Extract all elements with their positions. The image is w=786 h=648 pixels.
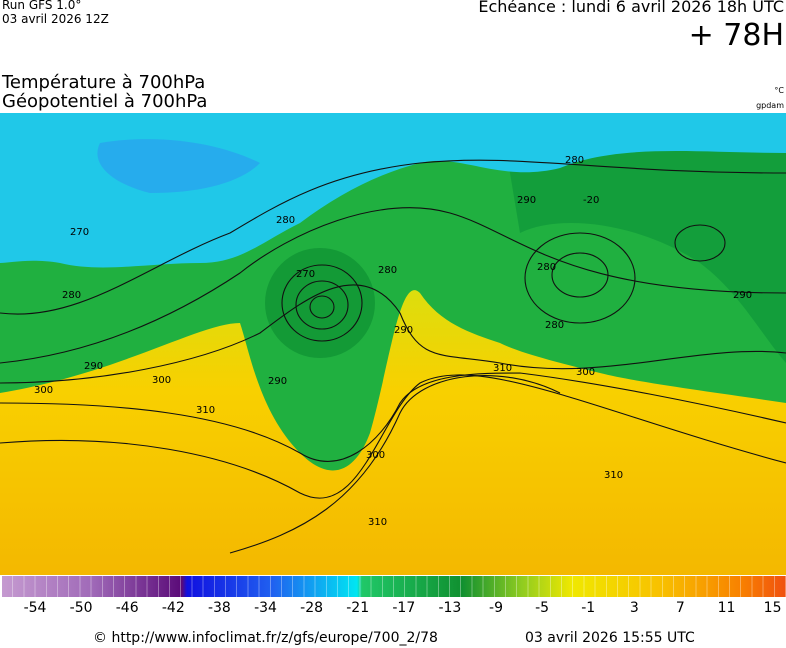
contour-label: 290 (268, 376, 287, 387)
colorbar-label: 11 (717, 600, 736, 616)
colorbar-label: -38 (207, 600, 231, 616)
contour-label: 270 (70, 227, 89, 238)
title-geopotential: Géopotentiel à 700hPa (2, 91, 208, 112)
unit-geopotential: gpdam (756, 101, 784, 110)
contour-label: 300 (152, 375, 171, 386)
contour-label: 280 (537, 262, 556, 273)
run-date: 03 avril 2026 12Z (2, 12, 109, 26)
cold-core-east (500, 113, 786, 363)
colorbar-label: -5 (535, 600, 550, 616)
lead-time: + 78H (688, 18, 784, 53)
colorbar-label: -28 (300, 600, 324, 616)
colorbar-label: -1 (581, 600, 596, 616)
colorbar-label: -13 (438, 600, 462, 616)
contour-label: 280 (565, 155, 584, 166)
contour-label: 290 (517, 195, 536, 206)
colorbar-label: 7 (675, 600, 685, 616)
colorbar-label: 3 (629, 600, 639, 616)
colorbar-label: -34 (254, 600, 277, 616)
colorbar-label: 15 (763, 600, 782, 616)
contours (0, 159, 786, 554)
contour-label: 280 (62, 290, 81, 301)
colorbar-label: -54 (23, 600, 47, 616)
contour-label: 300 (34, 385, 53, 396)
colorbar-label: -42 (161, 600, 185, 616)
colorbar (2, 576, 786, 597)
colorbar-labels: -54 -50 -46 -42 -38 -34 -28 -21 -17 -13 -9 -5 -1 3 7 11… (0, 600, 786, 618)
contour-label: 310 (196, 405, 215, 416)
unit-temperature: °C (774, 86, 784, 95)
footer-date: 03 avril 2026 15:55 UTC (525, 630, 695, 646)
contour-label: 300 (576, 367, 595, 378)
echeance: Echéance : lundi 6 avril 2026 18h UTC (478, 0, 784, 16)
contour-label: 290 (84, 361, 103, 372)
colorbar-label: -17 (392, 600, 416, 616)
contour-label: 280 (378, 265, 397, 276)
contour-label: 290 (733, 290, 752, 301)
contour-label: 310 (604, 470, 623, 481)
colorbar-label: -46 (115, 600, 139, 616)
blue-patch (97, 139, 260, 193)
contour-label: 280 (545, 320, 564, 331)
cold-core-west (265, 248, 375, 358)
contour-label: 310 (493, 363, 512, 374)
title-temperature: Température à 700hPa (2, 72, 206, 93)
colorbar-label: -50 (69, 600, 93, 616)
colorbar-label: -21 (346, 600, 370, 616)
contour-label: 310 (368, 517, 387, 528)
contour-label: 270 (296, 269, 315, 280)
source-url: © http://www.infoclimat.fr/z/gfs/europe/… (93, 630, 438, 646)
contour-label: 300 (366, 450, 385, 461)
contour-label: 280 (276, 215, 295, 226)
map: 280 270 280 280 270 290 300 290 310 300 300 310 280 2… (0, 113, 786, 575)
contour-label: -20 (583, 195, 599, 206)
model-run: Run GFS 1.0° (2, 0, 82, 12)
contour-label: 290 (394, 325, 413, 336)
colorbar-label: -9 (489, 600, 503, 616)
